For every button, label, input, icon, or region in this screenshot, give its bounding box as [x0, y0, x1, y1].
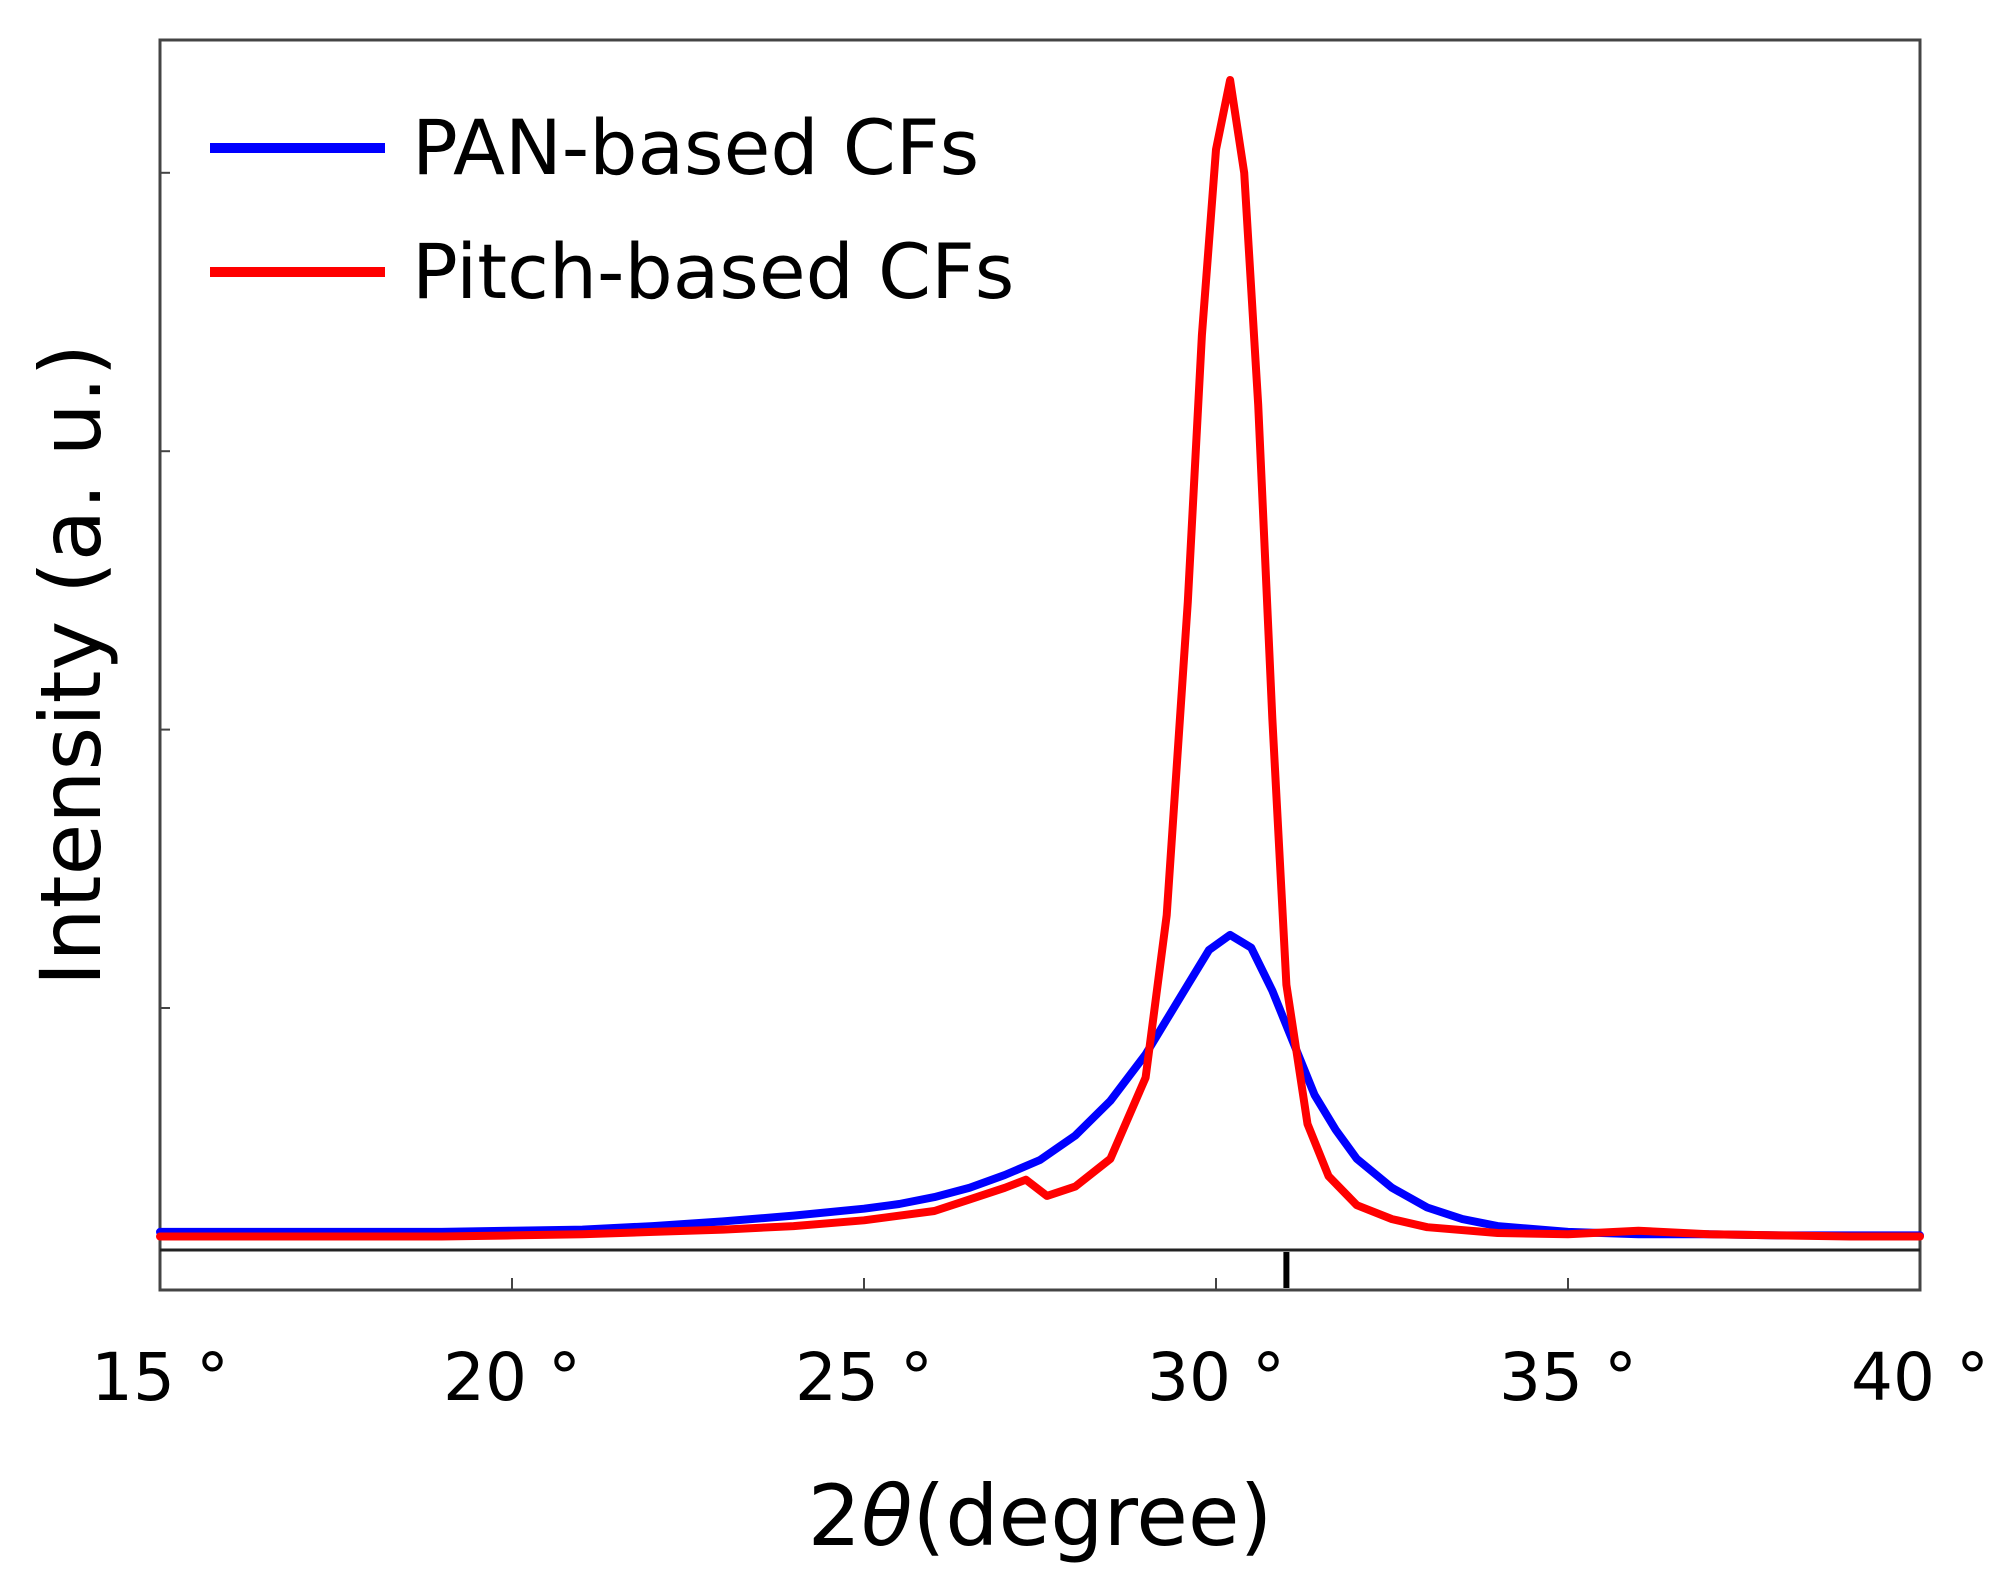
x-tick-label-2: 25 ° [795, 1339, 933, 1416]
series-layer [156, 76, 1924, 1241]
x-axis-label: 2θ(degree) [808, 1467, 1273, 1565]
y-ticks [160, 171, 170, 1009]
x-tick-label-0: 15 ° [91, 1339, 229, 1416]
x-axis-label-prefix: 2 [808, 1467, 861, 1565]
series-line-1 [156, 76, 1924, 1241]
plot-frame [158, 38, 1922, 1292]
x-axis-label-symbol: θ [861, 1467, 912, 1565]
x-tick-label-3: 30 ° [1147, 1339, 1285, 1416]
x-axis-label-suffix: (degree) [912, 1467, 1272, 1565]
x-tick-label-5: 40 ° [1851, 1339, 1989, 1416]
legend-label-0: PAN-based CFs [412, 103, 979, 192]
x-ticks: 15 ° 20 ° 25 ° 30 ° 35 ° 40 ° [91, 1248, 1989, 1416]
x-tick-label-4: 35 ° [1499, 1339, 1637, 1416]
y-axis-label: Intensity (a. u.) [22, 344, 120, 987]
legend-label-1: Pitch-based CFs [412, 227, 1014, 316]
x-tick-label-1: 20 ° [443, 1339, 581, 1416]
series-line-0 [156, 930, 1924, 1240]
legend: PAN-based CFs Pitch-based CFs [210, 103, 1014, 316]
